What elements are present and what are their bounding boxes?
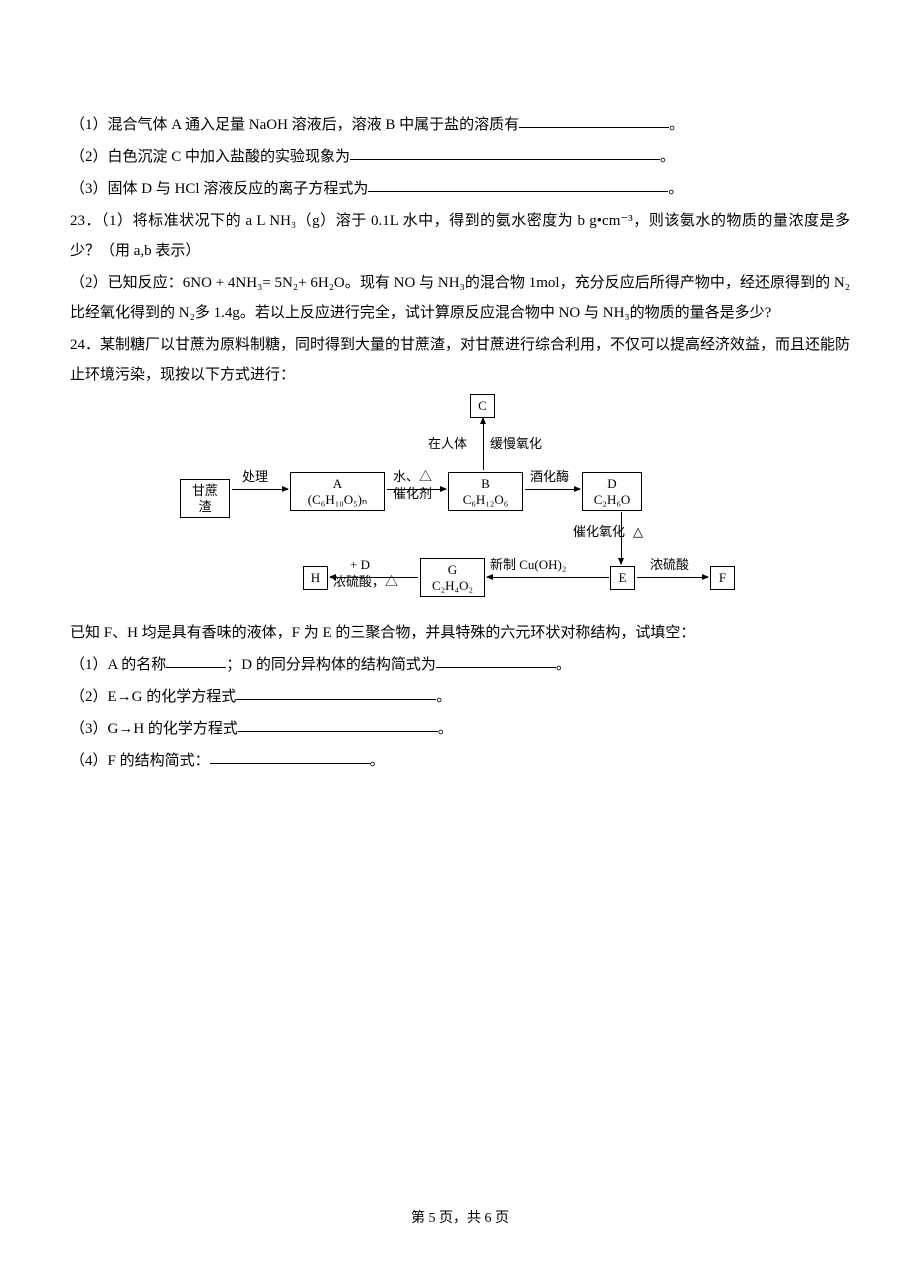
page-footer: 第 5 页，共 6 页	[0, 1205, 920, 1233]
text: 23．（1）将标准状况下的 a L NH₃（g）溶于 0.1L 水中，得到的氨水…	[70, 213, 850, 259]
arrow	[387, 489, 446, 490]
text: 。	[660, 149, 675, 165]
label-cuihuayanghua: 催化氧化	[573, 524, 625, 540]
label-huanman: 缓慢氧化	[490, 436, 542, 452]
node-C: C	[470, 394, 495, 418]
flowchart: 甘蔗渣 A (C₆H₁₀O₅)ₙ B C₆H₁₂O₆ C D C₂H₆O G C…	[180, 394, 740, 614]
node-label: 甘蔗渣	[192, 483, 218, 514]
node-label-bot: C₂H₄O₂	[426, 578, 479, 594]
node-label: H	[311, 570, 320, 585]
q22-1: （1）混合气体 A 通入足量 NaOH 溶液后，溶液 B 中属于盐的溶质有 。	[70, 110, 850, 140]
label-xinzhi: 新制 Cu(OH)₂	[490, 557, 566, 573]
node-ganzhezhao: 甘蔗渣	[180, 479, 230, 518]
footer-total: 6	[485, 1211, 492, 1226]
blank	[166, 653, 226, 668]
q23-2: （2）已知反应：6NO + 4NH₃= 5N₂+ 6H₂O。现有 NO 与 NH…	[70, 268, 850, 328]
footer-text: 第	[411, 1211, 429, 1226]
label-chuli: 处理	[242, 469, 268, 485]
label-plusD: + D	[350, 557, 370, 573]
q22-3: （3）固体 D 与 HCl 溶液反应的离子方程式为 。	[70, 174, 850, 204]
footer-page: 5	[429, 1211, 436, 1226]
text: 。	[669, 117, 684, 133]
q24-4: （4）F 的结构简式： 。	[70, 746, 850, 776]
label-zairenti: 在人体	[428, 436, 467, 452]
label-shui: 水、△	[393, 469, 432, 485]
text: （2）白色沉淀 C 中加入盐酸的实验现象为	[70, 149, 350, 165]
text: （1）A 的名称	[70, 657, 166, 673]
node-label: E	[619, 570, 627, 585]
node-A: A (C₆H₁₀O₅)ₙ	[290, 472, 385, 511]
arrow	[621, 512, 622, 564]
node-D: D C₂H₆O	[582, 472, 642, 511]
node-label: F	[719, 570, 726, 585]
node-F: F	[710, 566, 735, 590]
footer-text: 页，共	[436, 1211, 485, 1226]
q23-1: 23．（1）将标准状况下的 a L NH₃（g）溶于 0.1L 水中，得到的氨水…	[70, 206, 850, 266]
arrow	[330, 577, 418, 578]
node-label-top: D	[588, 476, 636, 492]
text: （3）固体 D 与 HCl 溶液反应的离子方程式为	[70, 181, 368, 197]
q24-3: （3）G→H 的化学方程式 。	[70, 714, 850, 744]
text: 已知 F、H 均是具有香味的液体，F 为 E 的三聚合物，并具特殊的六元环状对称…	[70, 625, 695, 641]
q24-intro: 24．某制糖厂以甘蔗为原料制糖，同时得到大量的甘蔗渣，对甘蔗进行综合利用，不仅可…	[70, 330, 850, 390]
blank	[368, 177, 668, 192]
node-B: B C₆H₁₂O₆	[448, 472, 523, 511]
node-label-top: A	[296, 476, 379, 492]
label-sanjiao: △	[633, 524, 643, 540]
q24-2: （2）E→G 的化学方程式 。	[70, 682, 850, 712]
flowchart-wrap: 甘蔗渣 A (C₆H₁₀O₅)ₙ B C₆H₁₂O₆ C D C₂H₆O G C…	[70, 394, 850, 614]
label-jiuhua: 酒化酶	[530, 469, 569, 485]
text: ；D 的同分异构体的结构简式为	[226, 657, 436, 673]
blank	[350, 145, 660, 160]
blank	[210, 749, 370, 764]
arrow	[487, 577, 609, 578]
text: （2）E→G 的化学方程式	[70, 689, 236, 705]
arrow	[483, 418, 484, 470]
q24-note: 已知 F、H 均是具有香味的液体，F 为 E 的三聚合物，并具特殊的六元环状对称…	[70, 618, 850, 648]
node-G: G C₂H₄O₂	[420, 558, 485, 597]
node-label-bot: C₂H₆O	[588, 492, 636, 508]
text: 。	[556, 657, 571, 673]
text: （3）G→H 的化学方程式	[70, 721, 238, 737]
node-H: H	[303, 566, 328, 590]
footer-text: 页	[492, 1211, 510, 1226]
arrow	[232, 489, 288, 490]
blank	[236, 685, 436, 700]
q22-2: （2）白色沉淀 C 中加入盐酸的实验现象为 。	[70, 142, 850, 172]
text: 。	[438, 721, 453, 737]
label-nongliu: 浓硫酸	[650, 557, 689, 573]
text: （4）F 的结构简式：	[70, 753, 210, 769]
arrow	[637, 577, 708, 578]
node-label-bot: C₆H₁₂O₆	[454, 492, 517, 508]
q24-1: （1）A 的名称 ；D 的同分异构体的结构简式为 。	[70, 650, 850, 680]
text: 。	[370, 753, 385, 769]
blank	[238, 717, 438, 732]
blank	[436, 653, 556, 668]
node-E: E	[610, 566, 635, 590]
node-label: C	[478, 398, 487, 413]
node-label-bot: (C₆H₁₀O₅)ₙ	[296, 492, 379, 508]
node-label-top: G	[426, 562, 479, 578]
text: （2）已知反应：6NO + 4NH₃= 5N₂+ 6H₂O。现有 NO 与 NH…	[70, 275, 850, 321]
node-label-top: B	[454, 476, 517, 492]
arrow	[525, 489, 580, 490]
text: 。	[668, 181, 683, 197]
text: 。	[436, 689, 451, 705]
text: 24．某制糖厂以甘蔗为原料制糖，同时得到大量的甘蔗渣，对甘蔗进行综合利用，不仅可…	[70, 337, 850, 383]
text: （1）混合气体 A 通入足量 NaOH 溶液后，溶液 B 中属于盐的溶质有	[70, 117, 519, 133]
blank	[519, 113, 669, 128]
